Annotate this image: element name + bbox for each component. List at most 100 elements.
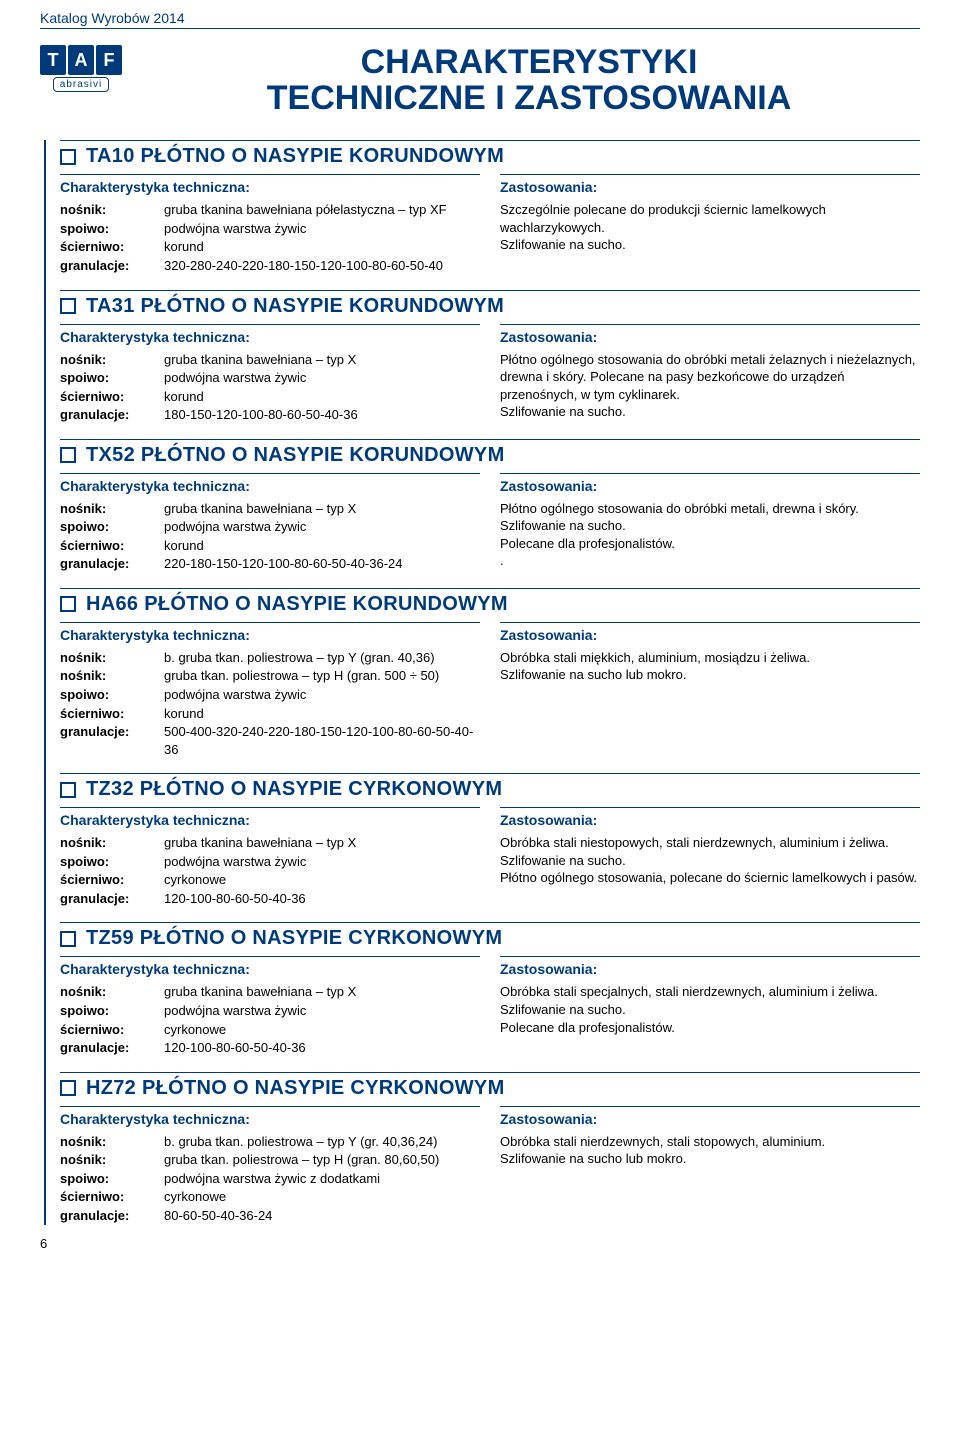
logo-letter: T	[40, 45, 66, 75]
spec-label: granulacje:	[60, 1039, 164, 1057]
spec-line: granulacje:120-100-80-60-50-40-36	[60, 890, 480, 908]
section-title-row: HA66 PŁÓTNO O NASYPIE KORUNDOWYM	[60, 588, 920, 616]
spec-line: nośnik:gruba tkan. poliestrowa – typ H (…	[60, 1151, 480, 1169]
section-columns: Charakterystyka techniczna:nośnik:gruba …	[60, 956, 920, 1057]
page-number: 6	[40, 1236, 47, 1251]
spec-value: gruba tkanina bawełniana – typ X	[164, 983, 480, 1001]
spec-value: 80-60-50-40-36-24	[164, 1207, 480, 1225]
checkbox-icon	[60, 1080, 76, 1096]
app-heading: Zastosowania:	[500, 1106, 920, 1127]
spec-value: b. gruba tkan. poliestrowa – typ Y (gran…	[164, 649, 480, 667]
spec-line: nośnik:b. gruba tkan. poliestrowa – typ …	[60, 649, 480, 667]
spec-label: nośnik:	[60, 667, 164, 685]
app-text: Szczególnie polecane do produkcji ściern…	[500, 201, 920, 254]
spec-label: granulacje:	[60, 257, 164, 275]
spec-value: b. gruba tkan. poliestrowa – typ Y (gr. …	[164, 1133, 480, 1151]
section-title-row: TX52 PŁÓTNO O NASYPIE KORUNDOWYM	[60, 439, 920, 467]
tech-column: Charakterystyka techniczna:nośnik:gruba …	[60, 956, 480, 1057]
spec-label: nośnik:	[60, 1151, 164, 1169]
spec-value: 220-180-150-120-100-80-60-50-40-36-24	[164, 555, 480, 573]
app-column: Zastosowania: Obróbka stali specjalnych, …	[500, 956, 920, 1057]
spec-line: ścierniwo:korund	[60, 388, 480, 406]
spec-line: granulacje:320-280-240-220-180-150-120-1…	[60, 257, 480, 275]
spec-label: spoiwo:	[60, 686, 164, 704]
spec-line: spoiwo:podwójna warstwa żywic	[60, 686, 480, 704]
section-title: TA10 PŁÓTNO O NASYPIE KORUNDOWYM	[86, 145, 504, 168]
spec-label: ścierniwo:	[60, 388, 164, 406]
spec-label: granulacje:	[60, 890, 164, 908]
section-title: TZ59 PŁÓTNO O NASYPIE CYRKONOWYM	[86, 927, 502, 950]
checkbox-icon	[60, 782, 76, 798]
page-title: CHARAKTERYSTYKI TECHNICZNE I ZASTOSOWANI…	[138, 45, 920, 116]
spec-label: spoiwo:	[60, 518, 164, 536]
app-column: Zastosowania:Płótno ogólnego stosowania …	[500, 324, 920, 425]
spec-line: ścierniwo:korund	[60, 537, 480, 555]
spec-value: gruba tkan. poliestrowa – typ H (gran. 8…	[164, 1151, 480, 1169]
section-columns: Charakterystyka techniczna:nośnik:b. gru…	[60, 622, 920, 759]
spec-label: spoiwo:	[60, 1002, 164, 1020]
checkbox-icon	[60, 447, 76, 463]
spec-line: ścierniwo:cyrkonowe	[60, 871, 480, 889]
product-section: TA10 PŁÓTNO O NASYPIE KORUNDOWYM Charakte…	[60, 140, 920, 275]
spec-value: gruba tkanina bawełniana półelastyczna –…	[164, 201, 480, 219]
spec-value: 180-150-120-100-80-60-50-40-36	[164, 406, 480, 424]
content: TA10 PŁÓTNO O NASYPIE KORUNDOWYM Charakte…	[44, 140, 920, 1225]
spec-line: ścierniwo:cyrkonowe	[60, 1021, 480, 1039]
app-heading: Zastosowania:	[500, 473, 920, 494]
spec-value: cyrkonowe	[164, 871, 480, 889]
section-columns: Charakterystyka techniczna:nośnik:gruba …	[60, 174, 920, 275]
section-columns: Charakterystyka techniczna:nośnik:gruba …	[60, 324, 920, 425]
section-title: HA66 PŁÓTNO O NASYPIE KORUNDOWYM	[86, 593, 508, 616]
spec-line: nośnik:gruba tkanina bawełniana – typ X	[60, 351, 480, 369]
section-title-row: TZ59 PŁÓTNO O NASYPIE CYRKONOWYM	[60, 922, 920, 950]
spec-label: spoiwo:	[60, 1170, 164, 1188]
spec-line: granulacje:80-60-50-40-36-24	[60, 1207, 480, 1225]
spec-label: nośnik:	[60, 649, 164, 667]
spec-line: spoiwo:podwójna warstwa żywic	[60, 220, 480, 238]
spec-line: nośnik:gruba tkanina bawełniana – typ X	[60, 983, 480, 1001]
spec-label: ścierniwo:	[60, 238, 164, 256]
app-column: Zastosowania:Szczególnie polecane do pro…	[500, 174, 920, 275]
app-text: Obróbka stali specjalnych, stali nierdze…	[500, 983, 920, 1036]
product-section: TX52 PŁÓTNO O NASYPIE KORUNDOWYM Charakte…	[60, 439, 920, 574]
spec-line: ścierniwo:korund	[60, 238, 480, 256]
spec-value: korund	[164, 705, 480, 723]
spec-value: 120-100-80-60-50-40-36	[164, 890, 480, 908]
section-columns: Charakterystyka techniczna:nośnik:gruba …	[60, 807, 920, 908]
spec-line: spoiwo:podwójna warstwa żywic	[60, 518, 480, 536]
spec-label: nośnik:	[60, 983, 164, 1001]
logo-letter: A	[68, 45, 94, 75]
logo-subtext: abrasivi	[53, 77, 109, 92]
section-columns: Charakterystyka techniczna:nośnik:gruba …	[60, 473, 920, 574]
spec-value: korund	[164, 537, 480, 555]
product-section: TZ32 PŁÓTNO O NASYPIE CYRKONOWYMCharakte…	[60, 773, 920, 908]
spec-label: spoiwo:	[60, 369, 164, 387]
app-heading: Zastosowania:	[500, 807, 920, 828]
logo: T A F abrasivi	[40, 45, 122, 92]
checkbox-icon	[60, 149, 76, 165]
spec-value: cyrkonowe	[164, 1188, 480, 1206]
spec-label: nośnik:	[60, 834, 164, 852]
spec-value: 500-400-320-240-220-180-150-120-100-80-6…	[164, 723, 480, 758]
app-column: Zastosowania: Płótno ogólnego stosowania …	[500, 473, 920, 574]
spec-line: ścierniwo:cyrkonowe	[60, 1188, 480, 1206]
section-title: HZ72 PŁÓTNO O NASYPIE CYRKONOWYM	[86, 1077, 505, 1100]
spec-value: cyrkonowe	[164, 1021, 480, 1039]
tech-column: Charakterystyka techniczna:nośnik:b. gru…	[60, 622, 480, 759]
spec-label: ścierniwo:	[60, 537, 164, 555]
spec-value: korund	[164, 238, 480, 256]
spec-value: podwójna warstwa żywic z dodatkami	[164, 1170, 480, 1188]
app-heading: Zastosowania:	[500, 956, 920, 977]
spec-value: gruba tkanina bawełniana – typ X	[164, 834, 480, 852]
section-title-row: HZ72 PŁÓTNO O NASYPIE CYRKONOWYM	[60, 1072, 920, 1100]
spec-line: granulacje:120-100-80-60-50-40-36	[60, 1039, 480, 1057]
tech-heading: Charakterystyka techniczna:	[60, 174, 480, 195]
spec-line: ścierniwo:korund	[60, 705, 480, 723]
spec-value: podwójna warstwa żywic	[164, 369, 480, 387]
app-text: Płótno ogólnego stosowania do obróbki me…	[500, 500, 920, 570]
spec-label: spoiwo:	[60, 220, 164, 238]
section-columns: Charakterystyka techniczna:nośnik:b. gru…	[60, 1106, 920, 1226]
app-text: Obróbka stali miękkich, aluminium, mosią…	[500, 649, 920, 684]
tech-column: Charakterystyka techniczna:nośnik:gruba …	[60, 473, 480, 574]
app-text: Obróbka stali nierdzewnych, stali stopow…	[500, 1133, 920, 1168]
